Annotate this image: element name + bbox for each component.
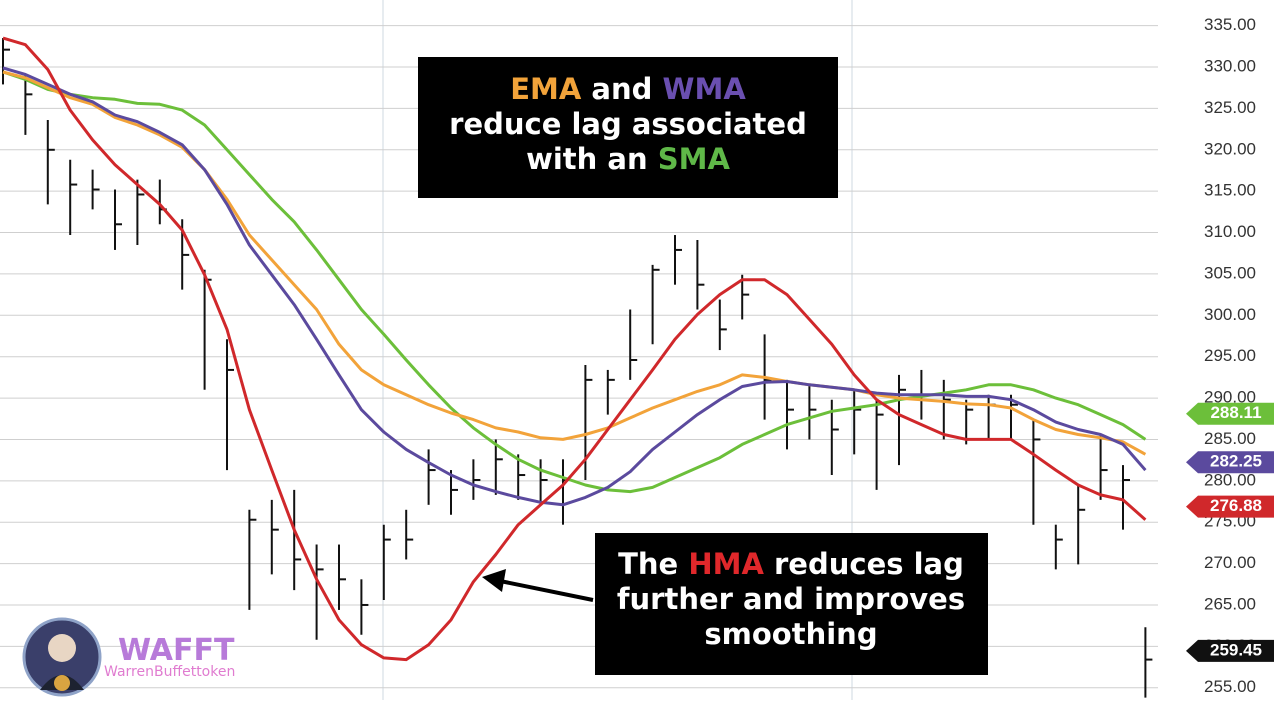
annotation-text: with an SMA (526, 142, 730, 176)
lines (2, 36, 1147, 662)
price-tag (1186, 402, 1274, 425)
bars (2, 38, 1153, 698)
price-tag (1186, 639, 1274, 662)
y-tick-label: 305.00 (1204, 263, 1256, 282)
y-tick-label: 325.00 (1204, 98, 1256, 117)
y-tick-label: 315.00 (1204, 181, 1256, 200)
annotation-segment: WMA (663, 72, 747, 106)
annotation-text: reduce lag associated (449, 107, 807, 141)
annotation-segment: and (581, 72, 662, 106)
y-tick-label: 280.00 (1204, 470, 1256, 489)
annotation-text: further and improves (617, 582, 965, 616)
y-tick-label: 300.00 (1204, 305, 1256, 324)
price-tag-label: 288.11 (1210, 403, 1261, 422)
y-tick-label: 320.00 (1204, 139, 1256, 158)
annotation-box (418, 57, 838, 198)
y-tick-label: 330.00 (1204, 57, 1256, 76)
annotation-segment: further and improves (617, 582, 965, 616)
annotation-segment: SMA (658, 142, 731, 176)
arrow-head (482, 569, 506, 592)
annotation-box (595, 533, 988, 675)
y-tick-label: 310.00 (1204, 222, 1256, 241)
price-tag (1186, 495, 1274, 518)
annotation-text: EMA and WMA (510, 72, 746, 106)
arrow (499, 579, 594, 602)
logo: WAFFT WarrenBuffettoken (22, 617, 235, 697)
annotation-text: The HMA reduces lag (618, 547, 964, 581)
logo-title: WAFFT (118, 633, 235, 668)
logo-subtitle: WarrenBuffettoken (104, 664, 235, 680)
y-tick-label: 335.00 (1204, 15, 1256, 34)
annotation-segment: reduces lag (764, 547, 964, 581)
y-tick-label: 255.00 (1204, 677, 1256, 696)
annotation-segment: EMA (510, 72, 582, 106)
ma-line (2, 36, 1147, 662)
price-tag-label: 259.45 (1210, 640, 1262, 659)
ma-line (2, 66, 1147, 507)
price-tag (1186, 451, 1274, 474)
y-tick-label: 295.00 (1204, 346, 1256, 365)
price-tags: 288.11 282.25 276.88 259.45 (1186, 402, 1274, 662)
price-tag-label: 276.88 (1210, 496, 1262, 515)
annotation-segment: smoothing (704, 617, 877, 651)
annotation-segment: with an (526, 142, 658, 176)
annotation-segment: HMA (688, 547, 764, 581)
y-tick-label: 285.00 (1204, 429, 1256, 448)
logo-face (48, 634, 76, 662)
y-tick-label: 270.00 (1204, 553, 1256, 572)
annotation-text: smoothing (704, 617, 877, 651)
y-tick-label: 290.00 (1204, 388, 1256, 407)
annotation-segment: reduce lag associated (449, 107, 807, 141)
price-tag-label: 282.25 (1210, 452, 1262, 471)
y-tick-label: 265.00 (1204, 594, 1256, 613)
annotation-segment: The (618, 547, 688, 581)
logo-coin (54, 675, 70, 691)
ma-line (2, 70, 1147, 494)
